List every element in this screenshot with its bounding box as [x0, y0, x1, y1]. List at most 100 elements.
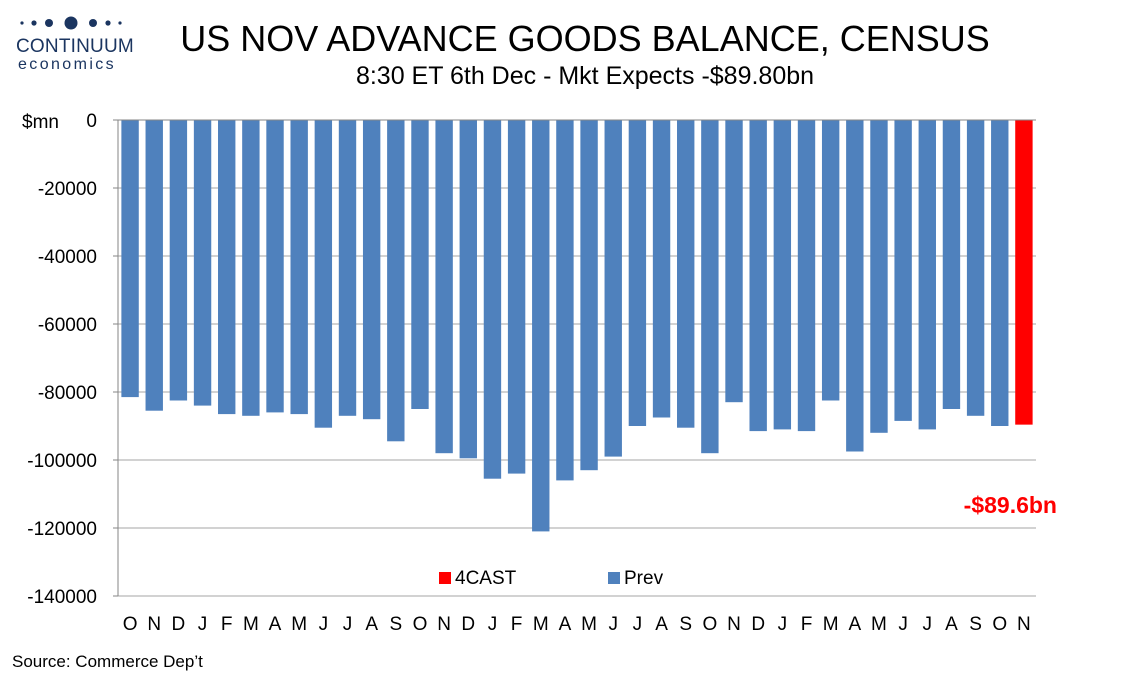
x-tick-label: A: [655, 614, 668, 635]
prev-bar: [532, 120, 550, 532]
prev-bar: [266, 120, 284, 413]
x-tick-label: N: [727, 614, 741, 635]
prev-bar: [652, 120, 671, 418]
x-tick-label: J: [319, 614, 329, 635]
x-tick-label: A: [945, 614, 958, 635]
legend-swatch-prev: [608, 572, 620, 584]
prev-bar: [314, 120, 333, 428]
prev-bar: [556, 120, 574, 481]
bars: [121, 120, 1033, 532]
x-tick-label: M: [291, 614, 307, 635]
x-tick-label: F: [511, 614, 523, 635]
prev-bar: [145, 120, 163, 411]
legend-swatch-4cast: [439, 572, 451, 584]
axes: [113, 119, 1036, 597]
prev-bar: [435, 120, 453, 454]
x-tick-label: F: [801, 614, 813, 635]
prev-bar: [966, 120, 985, 416]
x-tick-label: J: [923, 614, 933, 635]
prev-bar: [701, 120, 719, 454]
prev-bar: [580, 120, 598, 471]
prev-bar: [677, 120, 695, 428]
x-tick-label: D: [461, 614, 475, 635]
y-tick-label: -120000: [27, 519, 97, 540]
forecast-bar: [1015, 120, 1033, 425]
prev-bar: [218, 120, 236, 415]
logo-brand: CONTINUUM: [16, 36, 134, 57]
x-tick-label: M: [581, 614, 597, 635]
prev-bar: [991, 120, 1009, 426]
x-tick-label: A: [848, 614, 861, 635]
forecast-callout: -$89.6bn: [964, 492, 1057, 518]
x-tick-label: J: [343, 614, 353, 635]
prev-bar: [942, 120, 961, 409]
prev-bar: [242, 120, 260, 416]
x-tick-label: S: [679, 614, 692, 635]
prev-bar: [725, 120, 743, 403]
chart-subtitle: 8:30 ET 6th Dec - Mkt Expects -$89.80bn: [355, 62, 815, 90]
prev-bar: [821, 120, 840, 401]
prev-bar: [797, 120, 816, 432]
x-tick-label: O: [413, 614, 428, 635]
x-tick-label: M: [243, 614, 259, 635]
prev-bar: [121, 120, 139, 398]
y-tick-label: -40000: [38, 247, 97, 268]
x-tick-label: J: [488, 614, 498, 635]
x-tick-label: F: [221, 614, 233, 635]
continuum-logo: CONTINUUM economics: [12, 14, 134, 74]
prev-bar: [169, 120, 188, 401]
legend: 4CAST Prev: [439, 568, 664, 589]
y-tick-label: -100000: [27, 451, 97, 472]
prev-bar: [918, 120, 936, 430]
logo-dots-icon: [20, 16, 122, 30]
prev-bar: [749, 120, 767, 432]
x-tick-label: O: [702, 614, 717, 635]
prev-bar: [411, 120, 429, 409]
y-tick-labels: 0 -20000 -40000 -60000 -80000 -100000 -120000 -…: [27, 111, 97, 608]
prev-bar: [338, 120, 357, 416]
source-note: Source: Commerce Dep’t: [12, 652, 203, 671]
y-tick-label: -80000: [38, 383, 97, 404]
x-tick-label: J: [898, 614, 908, 635]
x-tick-label: S: [389, 614, 402, 635]
prev-bar: [870, 120, 888, 433]
x-tick-label: J: [778, 614, 788, 635]
prev-bar: [290, 120, 308, 415]
y-tick-label: -20000: [38, 179, 97, 200]
x-tick-label: M: [533, 614, 549, 635]
x-tick-label: M: [823, 614, 839, 635]
x-tick-label: D: [172, 614, 186, 635]
prev-bar: [507, 120, 526, 474]
y-axis-label: $mn: [22, 112, 59, 133]
y-tick-label: -60000: [38, 315, 97, 336]
x-tick-label: J: [198, 614, 208, 635]
x-tick-label: A: [559, 614, 572, 635]
x-tick-label: M: [871, 614, 887, 635]
x-tick-label: J: [608, 614, 618, 635]
prev-bar: [362, 120, 381, 420]
logo-brand-sub: economics: [18, 56, 117, 73]
prev-bar: [846, 120, 864, 452]
prev-bar: [628, 120, 647, 426]
legend-label-prev: Prev: [624, 568, 664, 589]
chart-title: US NOV ADVANCE GOODS BALANCE, CENSUS: [180, 18, 990, 59]
x-tick-label: O: [123, 614, 138, 635]
x-tick-label: D: [751, 614, 765, 635]
prev-bar: [773, 120, 792, 430]
x-tick-label: N: [437, 614, 451, 635]
x-tick-label: S: [969, 614, 982, 635]
prev-bar: [483, 120, 502, 479]
y-tick-label: -140000: [27, 587, 97, 608]
x-tick-label: N: [147, 614, 161, 635]
y-tick-label: 0: [86, 111, 97, 132]
prev-bar: [604, 120, 622, 457]
legend-label-4cast: 4CAST: [455, 568, 517, 589]
x-tick-label: A: [269, 614, 282, 635]
x-tick-label: A: [365, 614, 378, 635]
x-tick-label: O: [992, 614, 1007, 635]
x-tick-label: N: [1017, 614, 1031, 635]
x-tick-label: J: [633, 614, 643, 635]
prev-bar: [193, 120, 212, 406]
